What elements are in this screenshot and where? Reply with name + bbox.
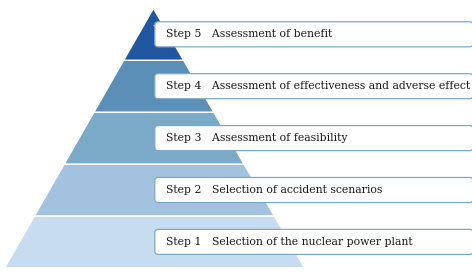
- Polygon shape: [158, 129, 244, 147]
- Text: Step 1   Selection of the nuclear power plant: Step 1 Selection of the nuclear power pl…: [166, 237, 413, 247]
- Text: Step 5   Assessment of benefit: Step 5 Assessment of benefit: [166, 29, 332, 39]
- Text: Step 3   Assessment of feasibility: Step 3 Assessment of feasibility: [166, 133, 347, 143]
- Polygon shape: [158, 77, 214, 95]
- Polygon shape: [34, 164, 274, 216]
- FancyBboxPatch shape: [155, 22, 472, 47]
- Text: Step 2   Selection of accident scenarios: Step 2 Selection of accident scenarios: [166, 185, 382, 195]
- Polygon shape: [158, 181, 274, 199]
- Polygon shape: [5, 216, 304, 268]
- Polygon shape: [158, 233, 304, 251]
- FancyBboxPatch shape: [155, 74, 472, 99]
- FancyBboxPatch shape: [155, 126, 472, 151]
- Polygon shape: [153, 25, 184, 44]
- Polygon shape: [64, 112, 244, 164]
- Polygon shape: [94, 60, 214, 112]
- FancyBboxPatch shape: [155, 229, 472, 254]
- Text: Step 4   Assessment of effectiveness and adverse effect: Step 4 Assessment of effectiveness and a…: [166, 81, 470, 91]
- Polygon shape: [124, 8, 184, 60]
- FancyBboxPatch shape: [155, 177, 472, 203]
